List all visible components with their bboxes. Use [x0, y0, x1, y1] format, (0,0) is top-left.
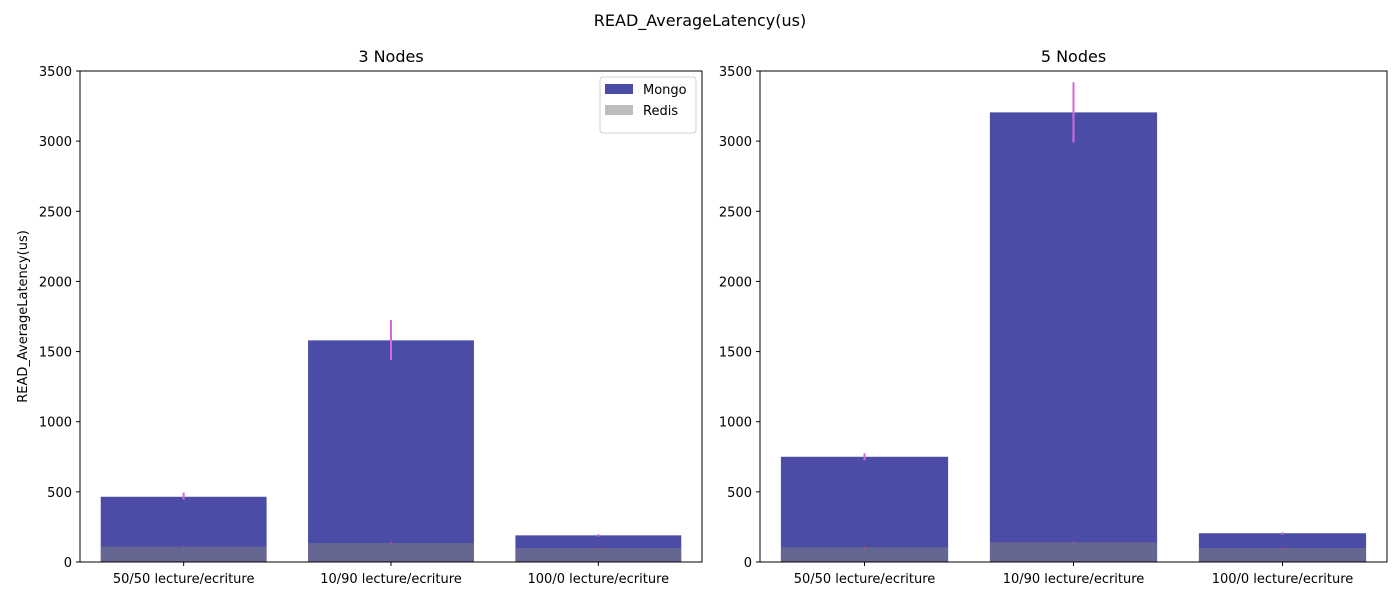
x-tick-label: 10/90 lecture/ecriture — [1003, 572, 1145, 587]
y-tick-label: 2000 — [39, 275, 72, 290]
bar-redis — [1198, 547, 1367, 562]
y-tick-label: 500 — [47, 486, 72, 501]
chart-panel-2: 5 Nodes 0 500 1000 1500 2000 2500 3000 3500 50/50… — [719, 47, 1388, 587]
bar-redis — [308, 543, 474, 562]
legend-label: Redis — [643, 104, 678, 119]
legend: Mongo Redis — [599, 76, 697, 134]
y-tick-label: 2000 — [719, 275, 752, 290]
x-tick-label: 100/0 lecture/ecriture — [528, 572, 670, 587]
panel-title: 5 Nodes — [1041, 47, 1106, 66]
y-tick-label: 2500 — [39, 205, 72, 220]
bar-redis — [515, 547, 682, 562]
y-tick-label: 0 — [64, 556, 72, 571]
legend-label: Mongo — [643, 83, 687, 98]
bar-redis — [780, 547, 949, 562]
bar-mongo — [989, 112, 1158, 563]
y-tick-label: 500 — [727, 486, 752, 501]
y-tick-label: 1500 — [719, 346, 752, 361]
y-axis-label: READ_AverageLatency(us) — [16, 230, 31, 403]
y-tick-label: 1000 — [719, 416, 752, 431]
y-tick-label: 3500 — [719, 65, 752, 80]
chart-panels: 3 Nodes 0 500 1000 1500 2000 2500 3000 3500 READ_… — [16, 47, 1388, 587]
panel-title: 3 Nodes — [358, 47, 423, 66]
y-tick-label: 3000 — [39, 135, 72, 150]
bar-mongo — [308, 340, 474, 562]
x-tick-label: 50/50 lecture/ecriture — [794, 572, 936, 587]
axes-frame — [759, 70, 1388, 563]
x-tick-label: 100/0 lecture/ecriture — [1212, 572, 1354, 587]
legend-swatch — [605, 105, 633, 115]
axes-frame — [79, 70, 703, 563]
bar-redis — [989, 542, 1158, 562]
y-tick-label: 1000 — [39, 416, 72, 431]
y-tick-label: 1500 — [39, 346, 72, 361]
bar-redis — [100, 546, 267, 562]
x-tick-label: 50/50 lecture/ecriture — [113, 572, 255, 587]
figure-title: READ_AverageLatency(us) — [594, 11, 806, 31]
y-tick-label: 2500 — [719, 205, 752, 220]
y-tick-label: 3500 — [39, 65, 72, 80]
chart-panel-1: 3 Nodes 0 500 1000 1500 2000 2500 3000 3500 READ_… — [16, 47, 703, 587]
y-tick-label: 0 — [744, 556, 752, 571]
x-tick-label: 10/90 lecture/ecriture — [320, 572, 462, 587]
y-tick-label: 3000 — [719, 135, 752, 150]
legend-swatch — [605, 84, 633, 94]
bar-mongo — [780, 456, 949, 562]
